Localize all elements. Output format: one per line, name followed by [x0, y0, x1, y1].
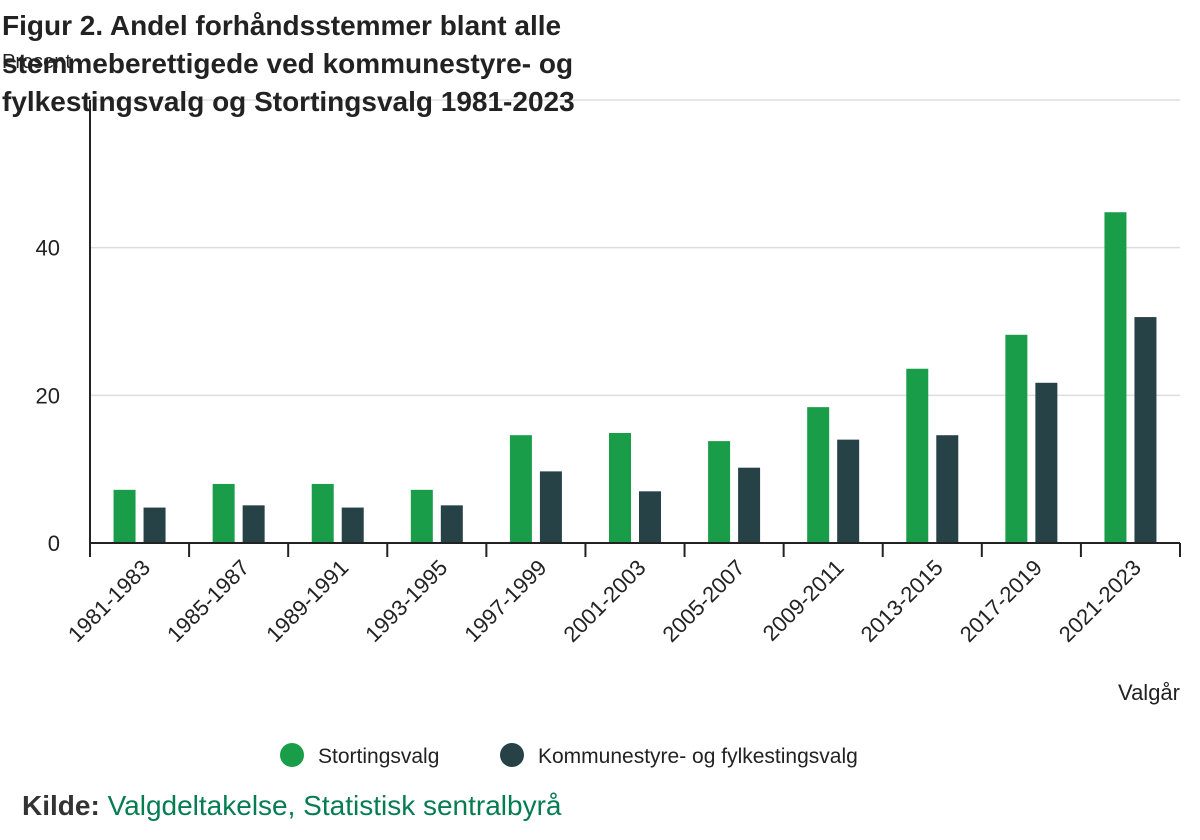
bar-kommunestyre-fylkestingsvalg[interactable]: [1035, 382, 1058, 543]
y-tick-label: 20: [36, 383, 60, 408]
legend: Stortingsvalg Kommunestyre- og fylkesting…: [280, 743, 858, 768]
bar-kommunestyre-fylkestingsvalg[interactable]: [341, 507, 364, 543]
x-tick-label: 2013-2015: [856, 555, 948, 647]
bar-stortingsvalg[interactable]: [113, 489, 136, 543]
source-line: Kilde: Valgdeltakelse, Statistisk sentra…: [22, 790, 561, 822]
legend-swatch: [500, 743, 524, 767]
source-link[interactable]: Valgdeltakelse, Statistisk sentralbyrå: [107, 790, 562, 821]
x-tick-label: 2017-2019: [955, 555, 1047, 647]
legend-swatch: [280, 743, 304, 767]
x-tick-label: 2009-2011: [758, 555, 849, 646]
y-axis-title: Prosent: [2, 51, 71, 73]
bar-stortingsvalg[interactable]: [509, 435, 532, 543]
legend-label: Stortingsvalg: [318, 745, 439, 768]
x-tick-label: 2001-2003: [558, 555, 650, 647]
x-tick-label: 2005-2007: [658, 555, 750, 647]
source-prefix: Kilde:: [22, 790, 100, 821]
chart-title: Figur 2. Andel forhåndsstemmer blant all…: [2, 10, 575, 117]
axis-labels: 0 20 40 1981-1983 1985-1987 1989-1991 1993-199…: [2, 51, 1180, 705]
x-tick-label: 1997-1999: [459, 555, 551, 647]
gridlines: [90, 99, 1180, 397]
bar-stortingsvalg[interactable]: [311, 483, 334, 543]
bar-kommunestyre-fylkestingsvalg[interactable]: [639, 491, 661, 543]
bar-stortingsvalg[interactable]: [212, 483, 235, 543]
chart-title-line: fylkestingsvalg og Stortingsvalg 1981-20…: [2, 86, 575, 117]
x-tick-label: 2021-2023: [1054, 555, 1146, 647]
bars: [113, 212, 1157, 543]
y-tick-label: 40: [36, 236, 60, 261]
chart-title-line: Figur 2. Andel forhåndsstemmer blant all…: [2, 10, 561, 41]
legend-item-kommunestyre-fylkestingsvalg[interactable]: Kommunestyre- og fylkestingsvalg: [500, 743, 858, 768]
axes: [89, 100, 1181, 557]
bar-stortingsvalg[interactable]: [1005, 334, 1028, 543]
x-tick-label: 1981-1983: [63, 555, 155, 647]
chart-title-line: stemmeberettigede ved kommunestyre- og: [2, 48, 573, 79]
x-tick-label: 1985-1987: [162, 555, 254, 647]
bar-stortingsvalg[interactable]: [906, 368, 929, 543]
legend-item-stortingsvalg[interactable]: Stortingsvalg: [280, 743, 439, 768]
bar-kommunestyre-fylkestingsvalg[interactable]: [738, 467, 761, 543]
x-tick-label: 1993-1995: [360, 555, 452, 647]
bar-stortingsvalg[interactable]: [1104, 212, 1127, 543]
bar-kommunestyre-fylkestingsvalg[interactable]: [837, 439, 860, 543]
bar-stortingsvalg[interactable]: [807, 407, 830, 543]
x-axis-title: Valgår: [1118, 680, 1180, 705]
bar-kommunestyre-fylkestingsvalg[interactable]: [539, 471, 562, 543]
x-tick-label: 1989-1991: [261, 555, 353, 647]
bar-stortingsvalg[interactable]: [708, 441, 731, 543]
bar-stortingsvalg[interactable]: [410, 489, 433, 543]
y-tick-label: 0: [48, 531, 60, 556]
bar-kommunestyre-fylkestingsvalg[interactable]: [1134, 317, 1157, 543]
bar-kommunestyre-fylkestingsvalg[interactable]: [440, 505, 463, 543]
bar-stortingsvalg[interactable]: [609, 432, 631, 543]
legend-label: Kommunestyre- og fylkestingsvalg: [538, 745, 858, 768]
bar-kommunestyre-fylkestingsvalg[interactable]: [242, 505, 265, 543]
bar-kommunestyre-fylkestingsvalg[interactable]: [936, 435, 959, 543]
bar-kommunestyre-fylkestingsvalg[interactable]: [143, 507, 166, 543]
